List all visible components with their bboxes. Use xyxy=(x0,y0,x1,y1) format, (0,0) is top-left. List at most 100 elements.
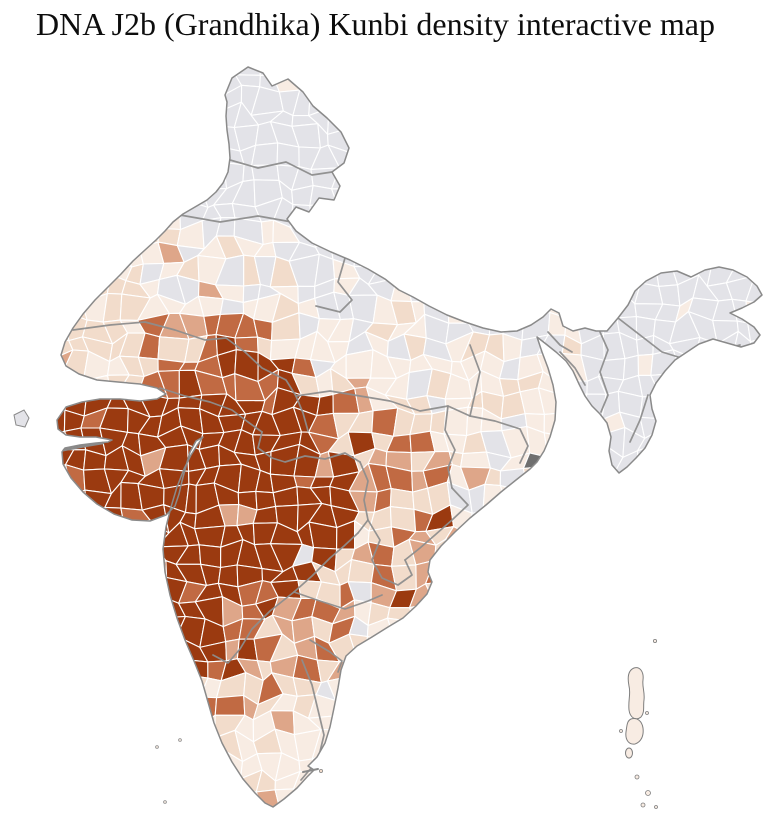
district-cell[interactable] xyxy=(161,140,182,162)
district-cell[interactable] xyxy=(598,579,624,610)
district-cell[interactable] xyxy=(612,103,638,131)
district-cell[interactable] xyxy=(633,481,664,506)
district-cell[interactable] xyxy=(466,654,494,683)
district-cell[interactable] xyxy=(405,253,435,279)
district-cell[interactable] xyxy=(595,754,626,781)
district-cell[interactable] xyxy=(408,127,433,152)
district-cell[interactable] xyxy=(29,757,48,775)
district-cell[interactable] xyxy=(655,639,679,659)
district-cell[interactable] xyxy=(555,522,582,547)
district-cell[interactable] xyxy=(707,711,735,742)
district-cell[interactable] xyxy=(649,225,676,244)
district-cell[interactable] xyxy=(745,447,771,467)
district-cell[interactable] xyxy=(519,621,551,645)
district-cell[interactable] xyxy=(561,58,586,75)
district-cell[interactable] xyxy=(353,748,370,781)
district-cell[interactable] xyxy=(100,199,130,229)
district-cell[interactable] xyxy=(81,163,114,189)
district-cell[interactable] xyxy=(485,108,512,128)
district-cell[interactable] xyxy=(692,472,719,488)
district-cell[interactable] xyxy=(523,753,549,780)
district-cell[interactable] xyxy=(83,72,113,90)
district-cell[interactable] xyxy=(507,543,529,561)
district-cell[interactable] xyxy=(102,108,121,123)
district-cell[interactable] xyxy=(65,72,91,87)
district-cell[interactable] xyxy=(578,719,602,738)
district-cell[interactable] xyxy=(82,738,114,762)
district-cell[interactable] xyxy=(594,671,624,697)
district-cell[interactable] xyxy=(744,127,768,153)
district-cell[interactable] xyxy=(5,337,34,362)
district-cell[interactable] xyxy=(350,224,376,243)
district-cell[interactable] xyxy=(120,178,144,211)
district-cell[interactable] xyxy=(669,577,697,610)
district-cell[interactable] xyxy=(651,691,675,718)
district-cell[interactable] xyxy=(466,560,489,587)
district-cell[interactable] xyxy=(124,636,144,662)
district-cell[interactable] xyxy=(143,786,166,809)
district-cell[interactable] xyxy=(86,528,108,553)
district-cell[interactable] xyxy=(429,163,445,191)
district-cell[interactable] xyxy=(460,163,484,189)
district-cell[interactable] xyxy=(440,654,469,683)
district-cell[interactable] xyxy=(61,583,90,610)
district-cell[interactable] xyxy=(746,389,767,417)
district-cell[interactable] xyxy=(391,679,416,704)
district-cell[interactable] xyxy=(389,197,417,227)
district-cell[interactable] xyxy=(161,674,188,705)
district-cell[interactable] xyxy=(594,616,623,646)
district-cell[interactable] xyxy=(140,178,170,211)
district-cell[interactable] xyxy=(49,291,67,313)
district-cell[interactable] xyxy=(366,168,399,183)
district-cell[interactable] xyxy=(622,88,643,113)
district-cell[interactable] xyxy=(468,749,489,775)
district-cell[interactable] xyxy=(525,225,551,244)
district-cell[interactable] xyxy=(706,91,740,114)
district-cell[interactable] xyxy=(389,656,413,683)
district-cell[interactable] xyxy=(658,543,680,568)
district-cell[interactable] xyxy=(125,53,148,73)
district-cell[interactable] xyxy=(26,714,55,735)
district-cell[interactable] xyxy=(31,657,49,677)
district-cell[interactable] xyxy=(48,493,74,511)
district-cell[interactable] xyxy=(671,67,698,88)
district-cell[interactable] xyxy=(563,504,587,531)
district-cell[interactable] xyxy=(46,159,73,187)
district-cell[interactable] xyxy=(385,766,418,801)
district-cell[interactable] xyxy=(482,511,511,528)
district-cell[interactable] xyxy=(60,260,89,286)
district-cell[interactable] xyxy=(67,221,93,239)
district-cell[interactable] xyxy=(560,84,576,107)
district-cell[interactable] xyxy=(6,190,27,204)
district-cell[interactable] xyxy=(751,82,771,113)
district-cell[interactable] xyxy=(576,754,597,781)
district-cell[interactable] xyxy=(746,379,771,401)
district-cell[interactable] xyxy=(576,730,597,759)
district-cell[interactable] xyxy=(194,525,226,548)
district-cell[interactable] xyxy=(156,786,187,808)
district-cell[interactable] xyxy=(689,369,722,398)
district-cell[interactable] xyxy=(374,721,399,735)
district-cell[interactable] xyxy=(728,520,757,553)
district-cell[interactable] xyxy=(562,470,585,487)
district-cell[interactable] xyxy=(689,604,720,625)
district-cell[interactable] xyxy=(651,125,678,149)
district-cell[interactable] xyxy=(736,101,754,129)
district-cell[interactable] xyxy=(424,581,449,609)
district-cell[interactable] xyxy=(555,542,586,567)
district-cell[interactable] xyxy=(580,522,605,548)
district-cell[interactable] xyxy=(215,769,243,799)
district-cell[interactable] xyxy=(733,620,752,640)
district-cell[interactable] xyxy=(370,787,396,814)
district-cell[interactable] xyxy=(692,67,716,94)
district-cell[interactable] xyxy=(536,563,557,586)
district-cell[interactable] xyxy=(689,512,721,532)
district-cell[interactable] xyxy=(107,374,130,399)
district-cell[interactable] xyxy=(522,599,549,630)
district-cell[interactable] xyxy=(577,443,607,472)
district-cell[interactable] xyxy=(748,352,771,382)
district-cell[interactable] xyxy=(85,769,113,798)
district-cell[interactable] xyxy=(519,641,551,657)
district-cell[interactable] xyxy=(561,243,584,261)
district-cell[interactable] xyxy=(251,142,279,167)
